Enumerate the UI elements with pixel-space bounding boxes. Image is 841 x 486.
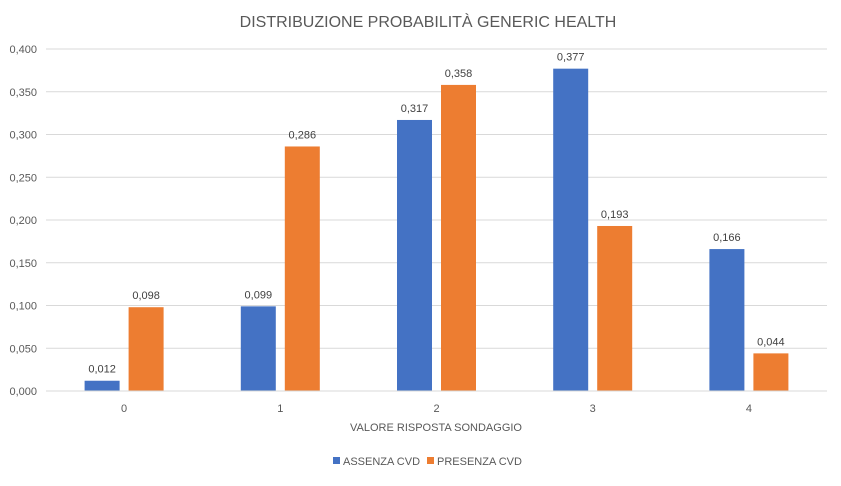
x-tick-label: 3 <box>590 403 596 415</box>
y-tick-label: 0,200 <box>9 215 37 227</box>
legend-label: ASSENZA CVD <box>343 456 420 468</box>
x-tick-label: 2 <box>433 403 439 415</box>
y-tick-label: 0,350 <box>9 87 37 99</box>
data-label: 0,166 <box>713 232 741 244</box>
bar <box>240 306 276 391</box>
x-tick-label: 4 <box>746 403 752 415</box>
bar <box>597 225 633 391</box>
legend-label: PRESENZA CVD <box>437 456 522 468</box>
bar <box>128 307 164 391</box>
data-label: 0,044 <box>757 336 785 348</box>
y-tick-label: 0,150 <box>9 258 37 270</box>
bar <box>397 119 432 391</box>
data-labels: 0,012 0,098 0,099 0,286 0,317 0,358 0,377 0,193… <box>88 52 784 376</box>
bar <box>753 353 789 391</box>
y-tick-label: 0,050 <box>9 343 37 355</box>
data-label: 0,358 <box>445 68 473 80</box>
gridlines <box>46 48 827 349</box>
x-tick-label: 1 <box>277 403 283 415</box>
y-tick-label: 0,400 <box>9 44 37 56</box>
data-label: 0,193 <box>601 209 629 221</box>
bar <box>553 68 589 391</box>
y-tick-label: 0,300 <box>9 130 37 142</box>
bar <box>709 249 745 391</box>
data-label: 0,098 <box>132 290 160 302</box>
y-tick-label: 0,100 <box>9 301 37 313</box>
chart-title: DISTRIBUZIONE PROBABILITÀ GENERIC HEALTH <box>240 12 617 31</box>
data-label: 0,286 <box>289 129 317 141</box>
y-axis-ticks: 0,000 0,050 0,100 0,150 0,200 0,250 0,300 0,350… <box>9 44 37 398</box>
y-tick-label: 0,000 <box>9 386 37 398</box>
x-axis-label: VALORE RISPOSTA SONDAGGIO <box>350 422 522 434</box>
bar <box>441 84 476 391</box>
data-label: 0,317 <box>401 103 429 115</box>
legend-swatch <box>427 457 434 464</box>
bar <box>84 380 120 391</box>
legend: ASSENZA CVD PRESENZA CVD <box>333 456 522 468</box>
bar <box>284 146 320 391</box>
x-axis-ticks: 0 1 2 3 4 <box>121 403 752 415</box>
legend-swatch <box>333 457 340 464</box>
data-label: 0,377 <box>557 52 585 64</box>
bars <box>84 68 789 391</box>
x-tick-label: 0 <box>121 403 127 415</box>
data-label: 0,099 <box>245 289 273 301</box>
data-label: 0,012 <box>88 364 116 376</box>
y-tick-label: 0,250 <box>9 172 37 184</box>
